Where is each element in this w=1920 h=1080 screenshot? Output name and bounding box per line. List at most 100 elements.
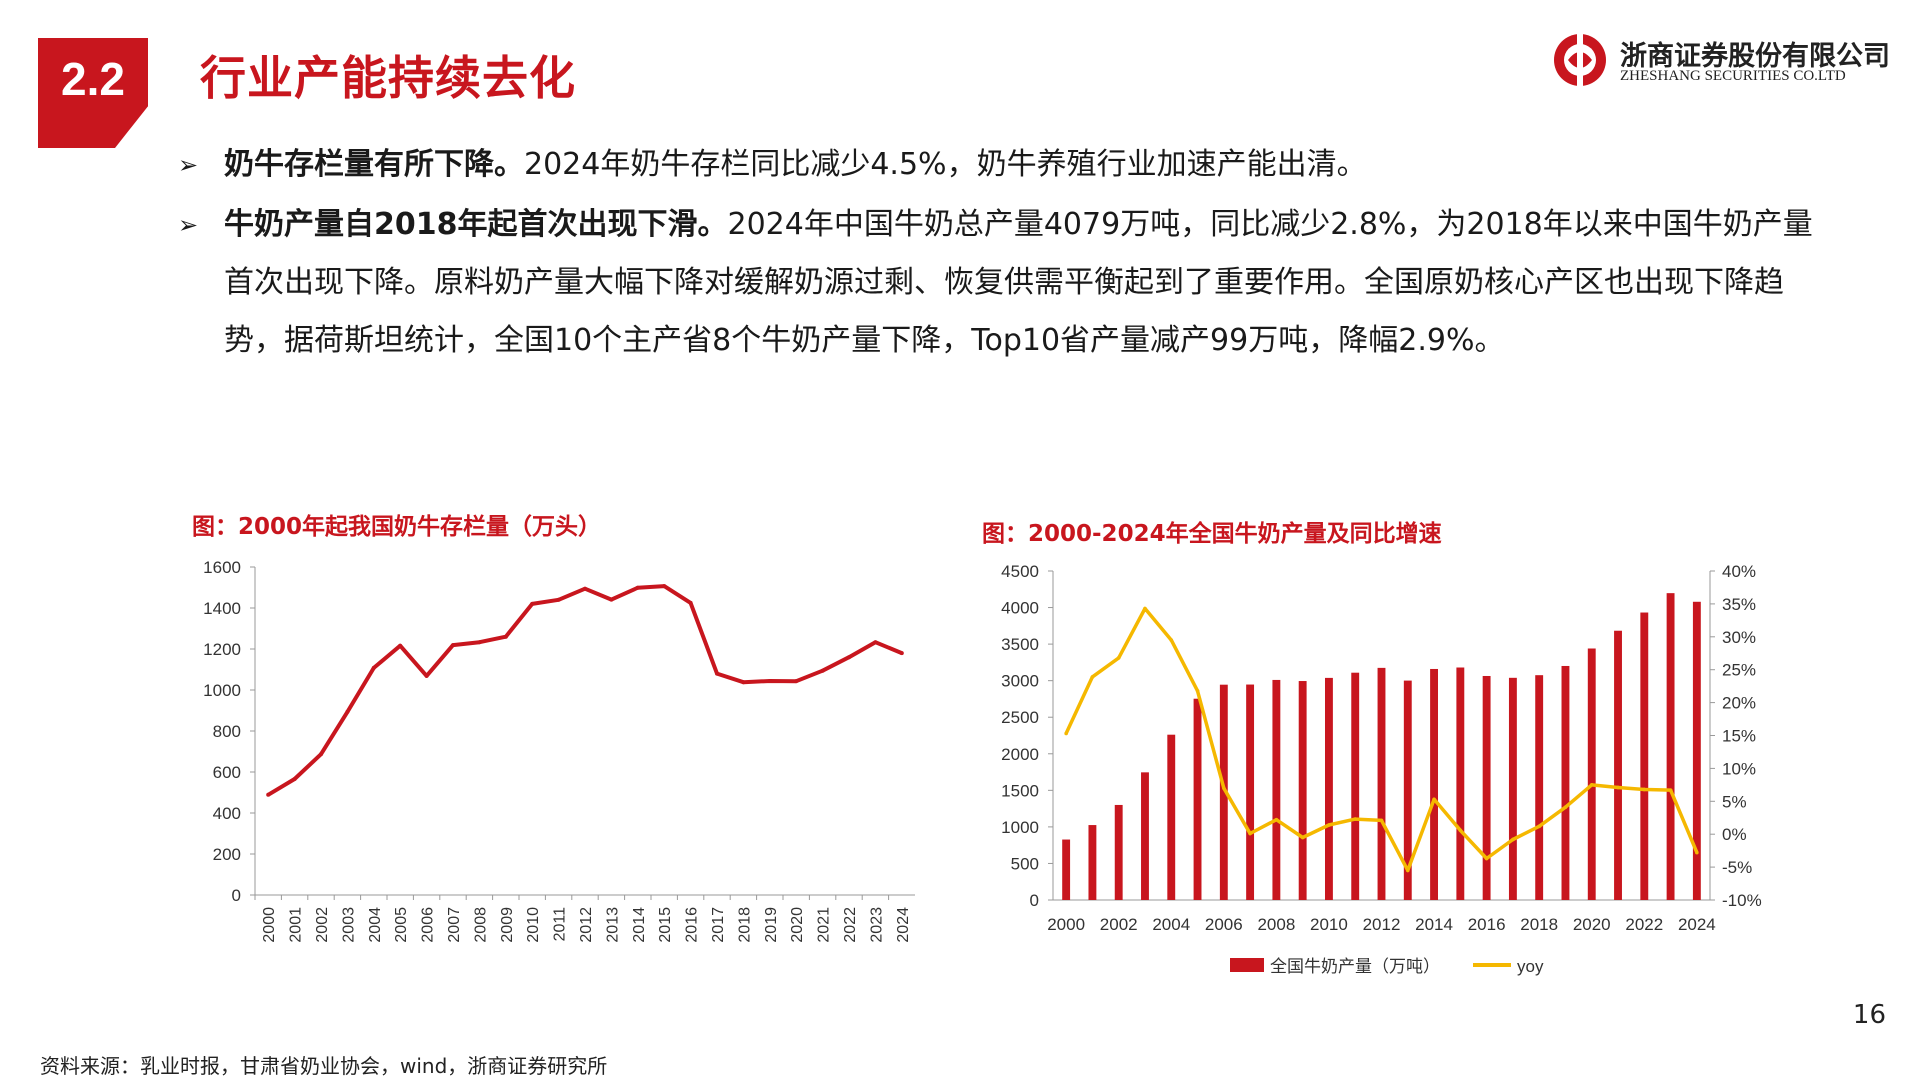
- production-bar: [1640, 612, 1649, 900]
- milk-production-bar-chart: 0 500 1000 1500 2000 2500 3000 3500 4000 4500 -10%…: [1001, 562, 1762, 976]
- bullet-heading: 奶牛存栏量有所下降。: [224, 147, 524, 182]
- herd-size-point: [662, 584, 667, 589]
- right-tick-label: 35%: [1722, 595, 1756, 614]
- bullet-text: 2024年奶牛存栏同比减少4.5%，奶牛养殖行业加速产能出清。: [524, 147, 1367, 182]
- yoy-point: [1222, 786, 1226, 790]
- production-bar: [1351, 672, 1360, 900]
- herd-size-point: [266, 792, 271, 797]
- herd-size-point: [741, 680, 746, 685]
- herd-size-point: [635, 585, 640, 590]
- right-tick-label: 25%: [1722, 661, 1756, 680]
- company-logo: 浙商证券股份有限公司 ZHESHANG SECURITIES CO.LTD: [1548, 30, 1890, 90]
- x-tick-label: 2011: [552, 907, 569, 942]
- bullet-item: ➢ 牛奶产量自2018年起首次出现下滑。2024年中国牛奶总产量4079万吨，同比…: [178, 196, 1838, 370]
- herd-size-point: [530, 601, 535, 606]
- production-bar: [1430, 668, 1439, 900]
- x-tick-label: 2014: [631, 907, 648, 943]
- y-tick-label: 1400: [203, 599, 241, 618]
- bullet-heading: 牛奶产量自2018年起首次出现下滑。: [224, 207, 728, 242]
- left-tick-label: 1500: [1001, 781, 1039, 800]
- yoy-point: [1695, 850, 1699, 855]
- production-bar: [1692, 601, 1701, 900]
- herd-size-point: [715, 671, 719, 676]
- production-bar: [1062, 839, 1071, 900]
- x-tick-label: 2015: [657, 907, 674, 943]
- yoy-point: [1274, 817, 1279, 822]
- x-tick-label: 2022: [842, 907, 859, 943]
- left-tick-label: 1000: [1001, 818, 1039, 837]
- x-tick-label: 2010: [1310, 915, 1348, 934]
- yoy-point: [1116, 656, 1121, 660]
- production-bar: [1482, 675, 1491, 900]
- y-tick-label: 600: [213, 763, 241, 782]
- left-tick-label: 3000: [1001, 672, 1039, 691]
- yoy-point: [1616, 785, 1620, 790]
- herd-size-point: [899, 651, 904, 656]
- bullet-item: ➢ 奶牛存栏量有所下降。2024年奶牛存栏同比减少4.5%，奶牛养殖行业加速产能出…: [178, 136, 1838, 194]
- herd-size-point: [398, 643, 403, 648]
- x-tick-label: 2016: [684, 907, 701, 943]
- x-tick-label: 2012: [1363, 915, 1401, 934]
- x-tick-label: 2014: [1415, 915, 1453, 934]
- yoy-point: [1432, 797, 1436, 802]
- herd-size-point: [609, 597, 614, 602]
- x-tick-label: 2017: [710, 907, 727, 943]
- bullet-text: 2024年中国牛奶总产量4079万吨，同比减少2.8%，为2018年以来中国牛奶…: [224, 207, 1813, 358]
- production-bar: [1298, 681, 1307, 900]
- x-tick-label: 2000: [1047, 915, 1085, 934]
- x-tick-label: 2009: [499, 907, 516, 943]
- herd-size-point: [503, 634, 508, 639]
- right-tick-label: 40%: [1722, 562, 1756, 581]
- production-bar: [1167, 734, 1176, 900]
- right-tick-label: -5%: [1722, 858, 1752, 877]
- bullet-arrow-icon: ➢: [178, 151, 199, 179]
- bullet-list: ➢ 奶牛存栏量有所下降。2024年奶牛存栏同比减少4.5%，奶牛养殖行业加速产能出…: [178, 136, 1838, 370]
- yoy-point: [1169, 638, 1174, 642]
- x-tick-label: 2020: [789, 907, 806, 943]
- herd-size-line-chart: 0 200 400 600 800 1000 1200 1400 1600 2000 2001 200…: [203, 558, 915, 943]
- right-tick-label: -10%: [1722, 891, 1762, 910]
- x-tick-label: 2006: [1205, 915, 1243, 934]
- yoy-point: [1511, 837, 1515, 842]
- yoy-point: [1484, 856, 1489, 861]
- herd-size-point: [556, 597, 561, 602]
- yoy-point: [1353, 817, 1358, 821]
- herd-size-point: [451, 643, 455, 648]
- left-tick-label: 0: [1030, 891, 1039, 910]
- herd-size-point: [292, 776, 297, 781]
- x-tick-label: 2002: [1100, 915, 1138, 934]
- left-tick-label: 2000: [1001, 745, 1039, 764]
- y-tick-label: 800: [213, 722, 241, 741]
- herd-size-point: [688, 600, 693, 605]
- production-bar: [1456, 667, 1465, 900]
- x-tick-label: 2021: [816, 907, 833, 943]
- production-bar: [1324, 677, 1333, 900]
- yoy-point: [1143, 606, 1147, 611]
- right-tick-label: 0%: [1722, 825, 1747, 844]
- yoy-point: [1195, 688, 1200, 693]
- bullet-arrow-icon: ➢: [178, 211, 199, 239]
- x-tick-label: 2003: [340, 907, 357, 943]
- production-bar: [1114, 804, 1123, 900]
- yoy-point: [1405, 868, 1410, 873]
- legend-line-label: yoy: [1517, 957, 1544, 976]
- x-tick-label: 2001: [288, 907, 305, 943]
- x-tick-label: 2024: [1678, 915, 1716, 934]
- production-bar: [1561, 665, 1570, 900]
- x-tick-label: 2022: [1625, 915, 1663, 934]
- herd-size-point: [319, 752, 323, 757]
- x-tick-label: 2012: [578, 907, 595, 943]
- production-bar: [1403, 680, 1412, 900]
- yoy-point: [1300, 835, 1305, 840]
- production-bar: [1666, 593, 1675, 900]
- y-tick-label: 1000: [203, 681, 241, 700]
- x-tick-label: 2006: [420, 907, 437, 943]
- left-tick-label: 2500: [1001, 708, 1039, 727]
- x-tick-label: 2023: [868, 907, 885, 943]
- x-tick-label: 2020: [1573, 915, 1611, 934]
- herd-size-point: [477, 640, 482, 645]
- left-tick-label: 4500: [1001, 562, 1039, 581]
- source-note: 资料来源：乳业时报，甘肃省奶业协会，wind，浙商证券研究所: [40, 1054, 608, 1078]
- y-tick-label: 400: [213, 804, 241, 823]
- herd-size-point: [767, 678, 772, 683]
